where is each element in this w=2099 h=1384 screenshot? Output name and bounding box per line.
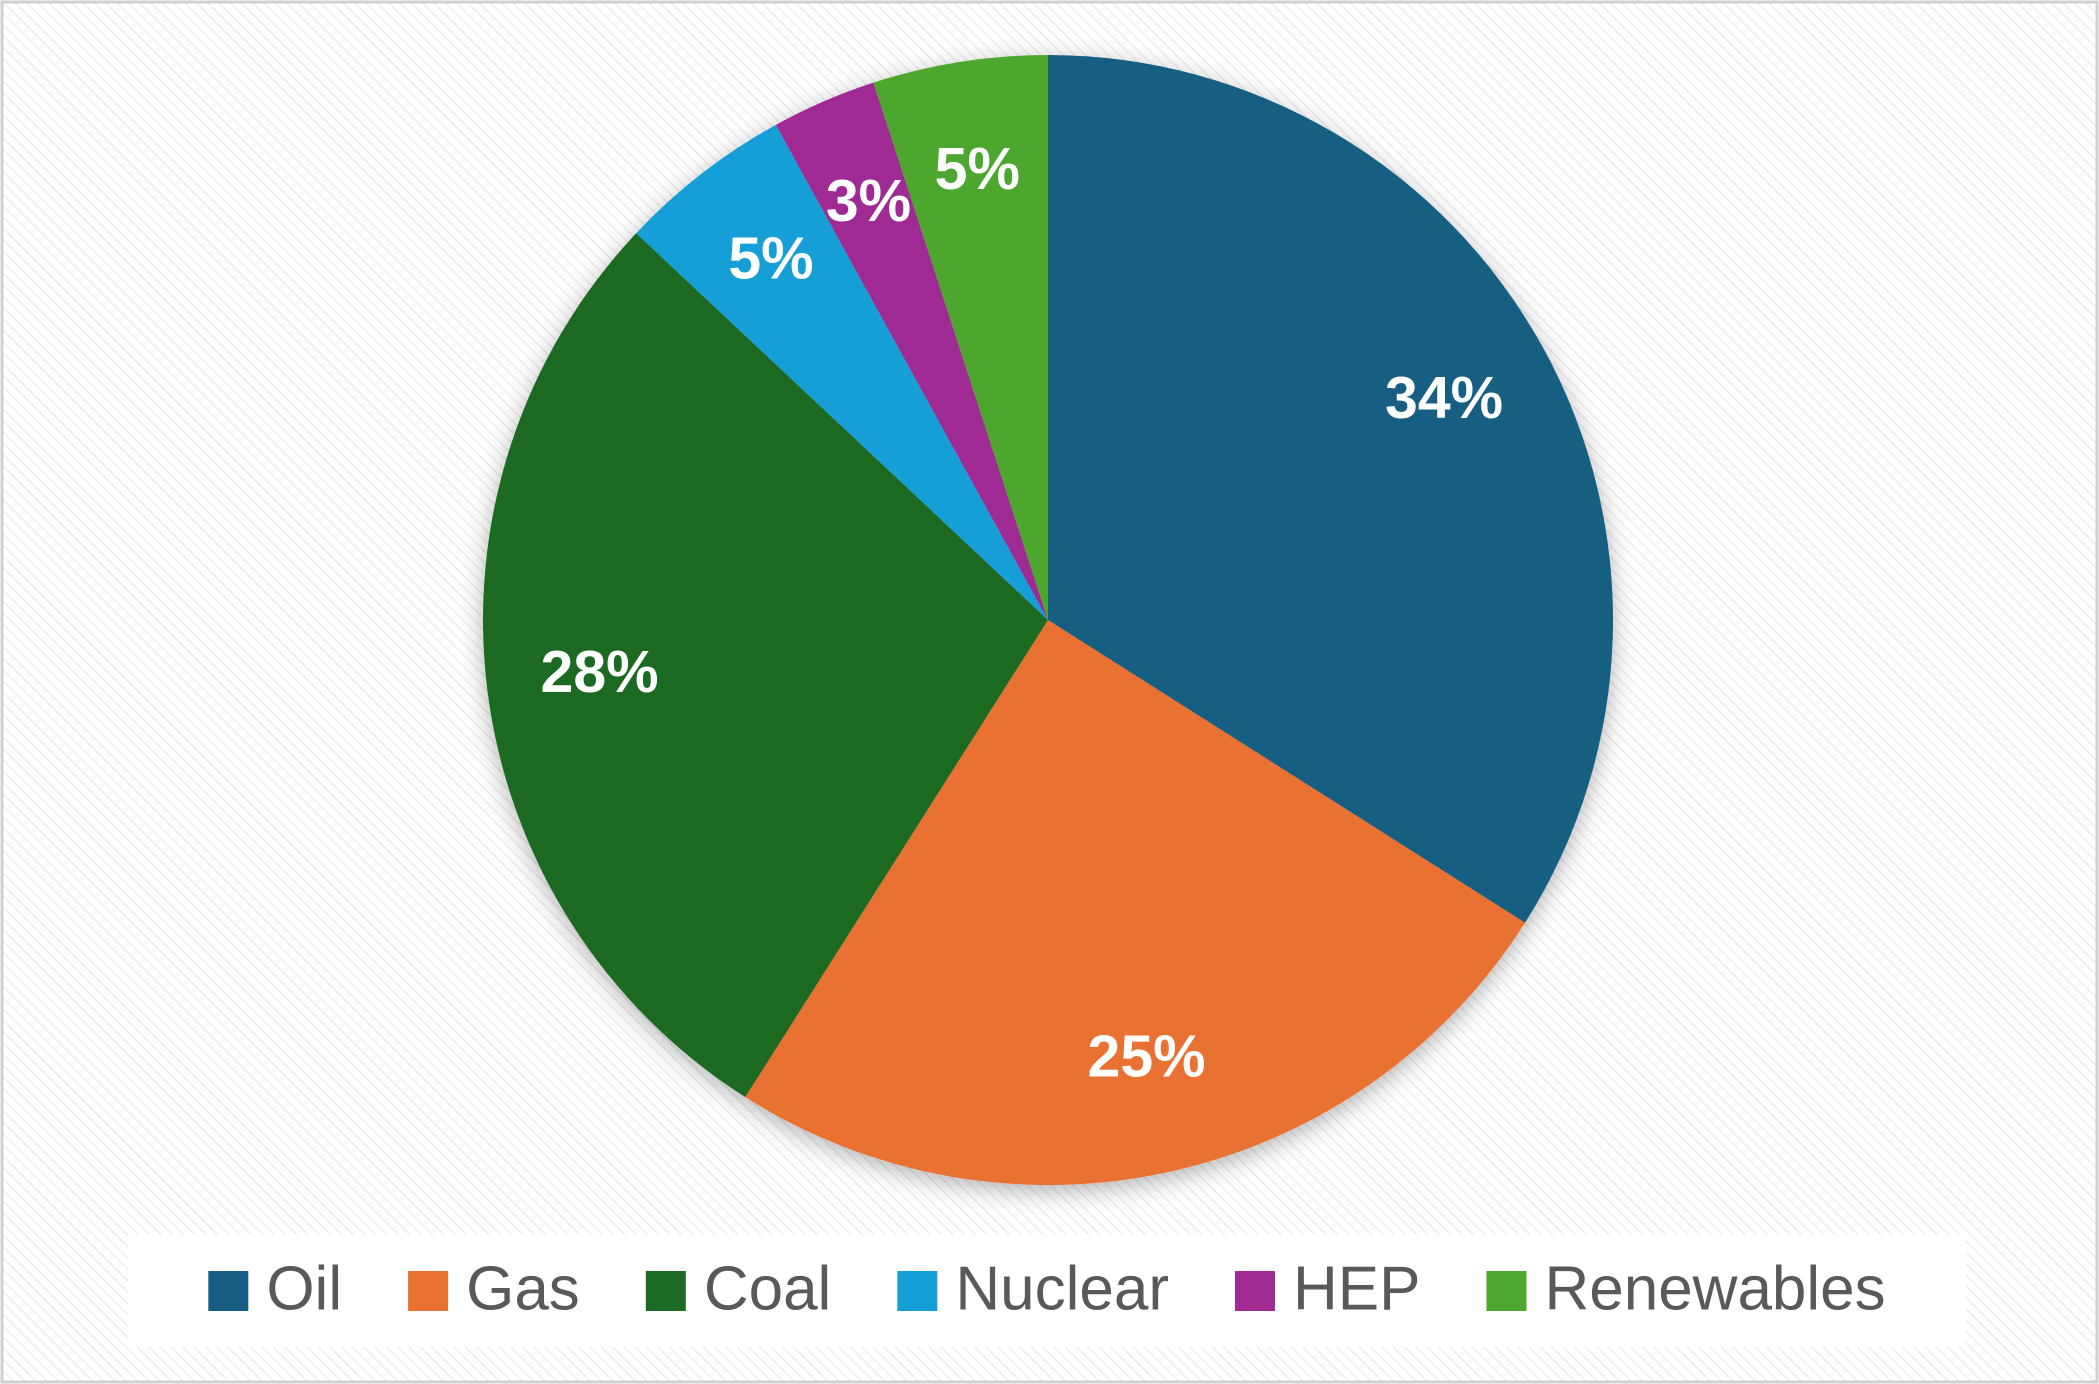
legend-swatch [645, 1271, 686, 1311]
pie-slice [636, 124, 1048, 621]
data-label: 3% [826, 168, 911, 234]
legend-swatch [897, 1271, 938, 1311]
data-label: 25% [1088, 1024, 1206, 1090]
pie-slice [873, 55, 1048, 620]
pie-slice [482, 233, 1048, 1098]
legend-swatch [1234, 1271, 1275, 1311]
legend-label: Nuclear [955, 1254, 1169, 1323]
pie-slice [1048, 55, 1613, 923]
legend-label: Renewables [1544, 1254, 1885, 1323]
data-label: 5% [935, 136, 1020, 202]
pie-slice [745, 620, 1526, 1185]
pie [482, 55, 1613, 1185]
legend-swatch [408, 1271, 449, 1311]
pie-slice [775, 82, 1048, 620]
legend-label: Gas [466, 1254, 580, 1323]
data-label: 5% [728, 225, 813, 291]
legend-label: Coal [704, 1254, 832, 1323]
legend: Oil Gas Coal Nuclear HEP Renewables [208, 1254, 1886, 1323]
legend-label: Oil [266, 1254, 342, 1323]
legend-label: HEP [1293, 1254, 1420, 1323]
data-label: 34% [1385, 365, 1503, 431]
data-labels: 34%25%28%5%3% 5% [541, 136, 1504, 1090]
legend-swatch [208, 1271, 249, 1311]
data-label: 28% [541, 639, 659, 705]
legend-swatch [1486, 1271, 1527, 1311]
